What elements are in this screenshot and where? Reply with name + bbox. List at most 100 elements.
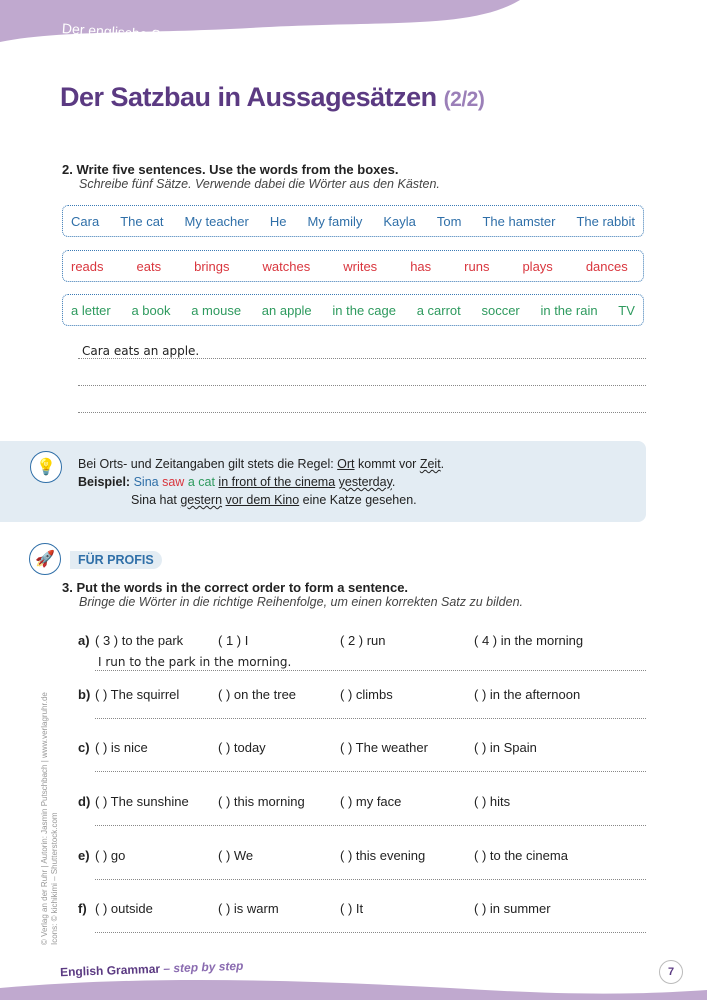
row-label: e)	[78, 848, 90, 863]
word-chip: TV	[618, 302, 635, 318]
exercise-row: d) ( ) The sunshine ( ) this morning ( ) my…	[78, 794, 646, 826]
word-order-item[interactable]: ( ) in Spain	[474, 740, 537, 755]
object-word-box: a letter a book a mouse an apple in the cage…	[62, 294, 644, 326]
word-order-item[interactable]: ( 3 ) to the park	[95, 633, 184, 648]
word-chip: The cat	[120, 213, 164, 229]
task-number: 3.	[62, 580, 73, 595]
verb-word-box: reads eats brings watches writes has runs plays…	[62, 250, 644, 282]
word-order-item[interactable]: ( ) in summer	[474, 901, 551, 916]
word-chip: He	[269, 213, 287, 229]
word-order-item[interactable]: ( ) to the cinema	[474, 848, 568, 863]
word-order-item[interactable]: ( ) is nice	[95, 740, 148, 755]
word-chip: plays	[522, 258, 553, 274]
tip-box	[0, 441, 646, 522]
answer-line[interactable]	[95, 932, 646, 933]
word-chip: eats	[136, 258, 162, 274]
page-title: Der Satzbau in Aussagesätzen (2/2)	[60, 82, 485, 113]
word-chip: a book	[131, 302, 171, 318]
tip-example: Beispiel: Sina saw a cat in front of the…	[78, 473, 444, 491]
answer-line[interactable]	[95, 771, 646, 772]
exercise-row: c) ( ) is nice ( ) today ( ) The weather ( )…	[78, 740, 646, 772]
word-chip: The rabbit	[576, 213, 635, 229]
tip-rule: Bei Orts- und Zeitangaben gilt stets die…	[78, 455, 444, 473]
task-3-heading: 3. Put the words in the correct order to…	[62, 580, 523, 609]
word-order-item[interactable]: ( 4 ) in the morning	[474, 633, 584, 648]
task-number: 2.	[62, 162, 73, 177]
tip-text: Bei Orts- und Zeitangaben gilt stets die…	[78, 455, 444, 509]
word-chip: in the rain	[540, 302, 598, 318]
word-chip: brings	[194, 258, 230, 274]
de-time: gestern	[180, 493, 223, 507]
rule-prefix: Bei Orts- und Zeitangaben gilt stets die…	[78, 457, 338, 471]
rule-middle: kommt vor	[354, 457, 420, 471]
word-order-item[interactable]: ( ) outside	[95, 901, 153, 916]
word-order-item[interactable]: ( ) is warm	[218, 901, 279, 916]
de-2: eine Katze gesehen.	[299, 493, 417, 507]
word-order-item[interactable]: ( ) today	[218, 740, 266, 755]
word-chip: The hamster	[482, 213, 556, 229]
de-place: vor dem Kino	[225, 493, 300, 507]
ex-place: in front of the cinema	[218, 475, 336, 489]
answer-line-3[interactable]	[78, 412, 646, 413]
row-label: d)	[78, 794, 91, 809]
word-order-item[interactable]: ( ) on the tree	[218, 687, 297, 702]
word-chip: a letter	[71, 302, 111, 318]
exercise-row: a) ( 3 ) to the park ( 1 ) I ( 2 ) run ( 4 )…	[78, 633, 646, 671]
answer-line-2[interactable]	[78, 385, 646, 386]
answer-line[interactable]	[95, 718, 646, 719]
task-instruction: Write five sentences. Use the words from…	[76, 162, 399, 177]
word-order-item[interactable]: ( ) The weather	[340, 740, 428, 755]
word-chip: an apple	[261, 302, 312, 318]
answer-line-1[interactable]	[78, 358, 646, 359]
de-1: Sina hat	[131, 493, 181, 507]
answer-text-1: Cara eats an apple.	[82, 344, 200, 358]
row-label: f)	[78, 901, 87, 916]
word-order-item[interactable]: ( ) We	[218, 848, 254, 863]
answer-text: I run to the park in the morning.	[98, 655, 292, 669]
example-label: Beispiel:	[78, 475, 131, 489]
icons-credit: Icons: © kichikimi – Shutterstock.com	[50, 812, 59, 945]
page-number: 7	[659, 960, 683, 984]
word-chip: runs	[464, 258, 490, 274]
word-chip: a mouse	[191, 302, 242, 318]
word-chip: soccer	[481, 302, 520, 318]
word-order-item[interactable]: ( 2 ) run	[340, 633, 386, 648]
word-order-item[interactable]: ( ) hits	[474, 794, 511, 809]
rule-zeit: Zeit	[419, 457, 441, 471]
word-chip: Tom	[436, 213, 462, 229]
word-order-item[interactable]: ( 1 ) I	[218, 633, 249, 648]
word-chip: My family	[307, 213, 363, 229]
lightbulb-icon: 💡	[30, 451, 62, 483]
answer-line[interactable]	[95, 825, 646, 826]
copyright-line: © Verlag an der Ruhr | Autorin: Jasmin P…	[40, 692, 49, 945]
answer-line[interactable]	[95, 670, 646, 671]
ex-dot: .	[391, 475, 396, 489]
copyright-text: © Verlag an der Ruhr | Autorin: Jasmin P…	[40, 692, 60, 945]
word-chip: reads	[71, 258, 104, 274]
answer-line[interactable]	[95, 879, 646, 880]
header-wave	[0, 0, 520, 42]
word-order-item[interactable]: ( ) go	[95, 848, 126, 863]
word-chip: Kayla	[383, 213, 416, 229]
subject-word-box: Cara The cat My teacher He My family Kayla Tom…	[62, 205, 644, 237]
row-label: c)	[78, 740, 90, 755]
exercise-row: e) ( ) go ( ) We ( ) this evening ( ) to the…	[78, 848, 646, 880]
word-order-item[interactable]: ( ) It	[340, 901, 364, 916]
exercise-row: f) ( ) outside ( ) is warm ( ) It ( ) in sum…	[78, 901, 646, 933]
word-order-item[interactable]: ( ) The sunshine	[95, 794, 189, 809]
word-order-item[interactable]: ( ) this evening	[340, 848, 426, 863]
word-chip: has	[410, 258, 432, 274]
footer-wave	[0, 980, 707, 1000]
word-order-item[interactable]: ( ) The squirrel	[95, 687, 180, 702]
word-order-item[interactable]: ( ) my face	[340, 794, 402, 809]
word-chip: Cara	[71, 213, 100, 229]
task-instruction: Put the words in the correct order to fo…	[76, 580, 409, 595]
ex-subject: Sina	[133, 475, 159, 489]
word-order-item[interactable]: ( ) this morning	[218, 794, 305, 809]
word-order-item[interactable]: ( ) climbs	[340, 687, 393, 702]
tip-german: Sina hat gestern vor dem Kino eine Katze…	[131, 491, 444, 509]
title-text: Der Satzbau in Aussagesätzen	[60, 82, 437, 112]
word-order-item[interactable]: ( ) in the afternoon	[474, 687, 581, 702]
word-chip: a carrot	[416, 302, 461, 318]
